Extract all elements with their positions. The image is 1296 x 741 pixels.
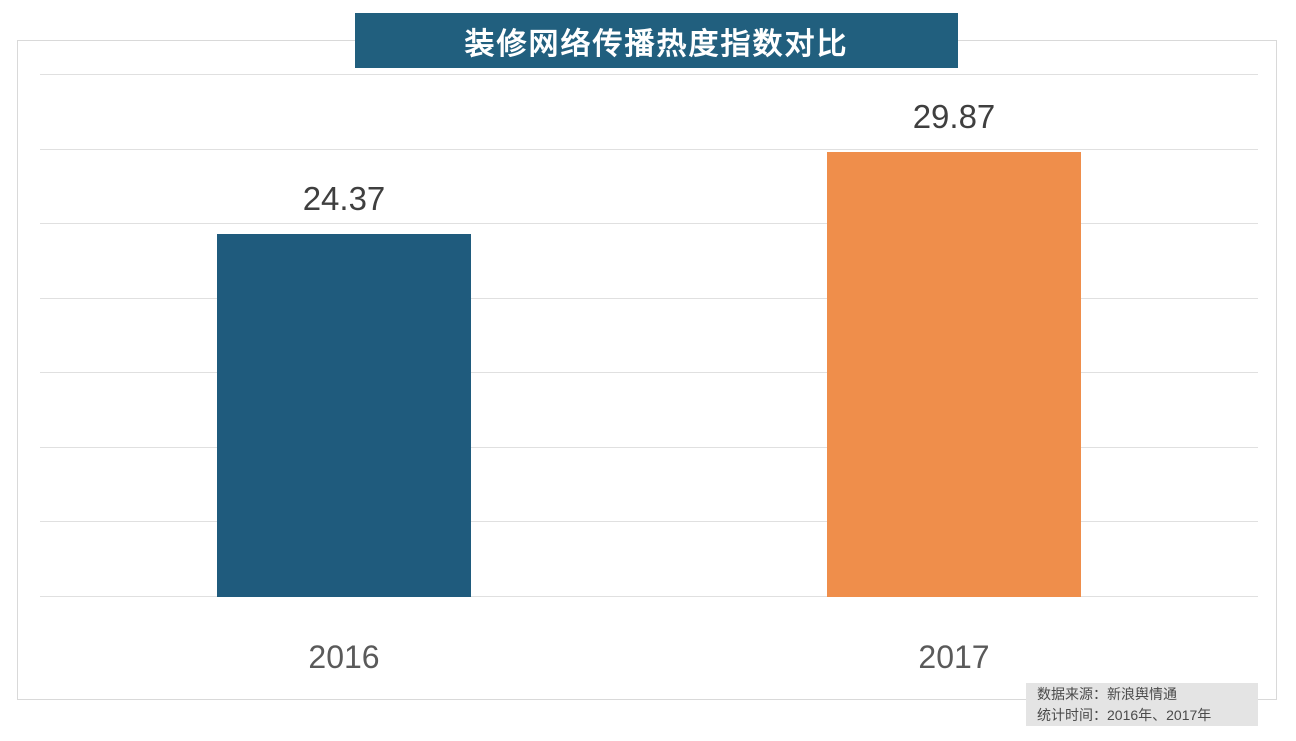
x-axis-label-2017: 2017 [918,639,990,675]
gridline [40,446,1258,448]
gridline [40,74,1258,75]
gridline [40,596,1258,597]
gridline [40,148,1258,150]
bar-2016-fill [217,233,471,597]
plot-area: 24.37 29.87 [40,74,1258,597]
gridline [40,297,1258,299]
bar-2016: 24.37 [217,180,471,597]
source-note-line2: 统计时间：2016年、2017年 [1037,707,1212,723]
gridline [40,372,1258,374]
x-axis-label-2016: 2016 [308,639,380,675]
chart-title-banner: 装修网络传播热度指数对比 [355,13,958,68]
source-note-line1: 数据来源：新浪舆情通 [1037,686,1177,702]
bar-2017-fill [827,151,1081,597]
bar-2017: 29.87 [827,98,1081,597]
gridline [40,223,1258,225]
gridline [40,521,1258,523]
source-note: 数据来源：新浪舆情通 统计时间：2016年、2017年 [1026,683,1258,726]
bar-2016-value-label: 24.37 [302,179,386,217]
bar-2017-value-label: 29.87 [912,97,996,135]
chart-title: 装修网络传播热度指数对比 [464,27,849,61]
